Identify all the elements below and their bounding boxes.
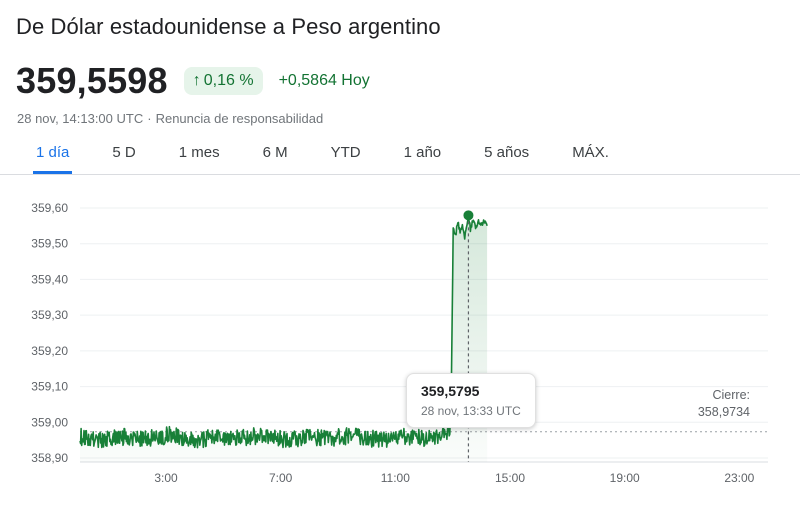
quote-timestamp: 28 nov, 14:13:00 UTC xyxy=(17,111,144,126)
svg-text:359,60: 359,60 xyxy=(31,201,68,215)
tooltip-time: 28 nov, 13:33 UTC xyxy=(421,404,521,418)
svg-text:3:00: 3:00 xyxy=(154,471,178,485)
tab-max[interactable]: MÁX. xyxy=(572,144,609,161)
page-title: De Dólar estadounidense a Peso argentino xyxy=(16,14,441,39)
chart-area: 359,60 359,50 359,40 359,30 359,20 359,10 359,… xyxy=(0,185,800,513)
svg-text:15:00: 15:00 xyxy=(495,471,525,485)
range-tabs: 1 día 5 D 1 mes 6 M YTD 1 año 5 años MÁX… xyxy=(0,140,800,175)
svg-text:11:00: 11:00 xyxy=(381,471,410,485)
svg-text:359,40: 359,40 xyxy=(31,272,68,286)
disclaimer-link[interactable]: Renuncia de responsabilidad xyxy=(155,111,324,126)
svg-text:359,50: 359,50 xyxy=(31,237,68,251)
chart-tooltip: 359,5795 28 nov, 13:33 UTC xyxy=(406,373,536,428)
svg-text:7:00: 7:00 xyxy=(269,471,293,485)
quote-header: 359,5598 ↑ 0,16 % +0,5864 Hoy xyxy=(16,60,800,102)
svg-text:358,90: 358,90 xyxy=(31,451,68,465)
percent-change-value: 0,16 % xyxy=(203,72,254,89)
tab-ytd[interactable]: YTD xyxy=(330,144,361,161)
arrow-up-icon: ↑ xyxy=(192,72,201,89)
close-price-label: Cierre: 358,9734 xyxy=(698,387,750,421)
dot-separator: · xyxy=(147,111,152,126)
tab-5-anos[interactable]: 5 años xyxy=(484,144,530,161)
svg-text:23:00: 23:00 xyxy=(724,471,754,485)
svg-text:359,20: 359,20 xyxy=(31,344,68,358)
tab-1-ano[interactable]: 1 año xyxy=(403,144,442,161)
svg-text:359,10: 359,10 xyxy=(31,380,68,394)
tab-1-dia[interactable]: 1 día xyxy=(33,140,72,174)
tab-6-m[interactable]: 6 M xyxy=(262,144,288,161)
tab-1-mes[interactable]: 1 mes xyxy=(178,144,220,161)
close-value: 358,9734 xyxy=(697,405,750,419)
svg-text:19:00: 19:00 xyxy=(610,471,640,485)
svg-text:359,30: 359,30 xyxy=(31,308,68,322)
daily-change: +0,5864 Hoy xyxy=(278,72,370,89)
quote-meta: 28 nov, 14:13:00 UTC · Renuncia de respons… xyxy=(17,111,800,126)
close-label: Cierre: xyxy=(712,388,750,402)
tooltip-price: 359,5795 xyxy=(421,383,480,399)
tab-5-d[interactable]: 5 D xyxy=(112,144,136,161)
current-price: 359,5598 xyxy=(16,60,168,101)
price-chart[interactable]: 359,60 359,50 359,40 359,30 359,20 359,10 359,… xyxy=(0,185,800,513)
percent-change-badge: ↑ 0,16 % xyxy=(183,67,263,95)
svg-text:359,00: 359,00 xyxy=(31,415,68,429)
